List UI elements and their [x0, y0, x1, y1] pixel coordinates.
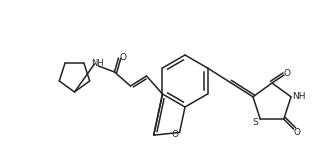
Text: O: O [120, 52, 127, 61]
Text: O: O [284, 68, 291, 77]
Text: NH: NH [292, 92, 306, 101]
Text: O: O [171, 130, 178, 139]
Text: NH: NH [91, 59, 104, 67]
Text: O: O [293, 128, 300, 137]
Text: S: S [252, 118, 258, 127]
